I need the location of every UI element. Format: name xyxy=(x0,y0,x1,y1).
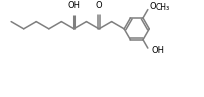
Text: OH: OH xyxy=(152,45,165,55)
Text: OH: OH xyxy=(67,1,80,10)
Text: CH₃: CH₃ xyxy=(156,3,170,12)
Text: O: O xyxy=(150,2,156,11)
Text: O: O xyxy=(96,1,102,10)
